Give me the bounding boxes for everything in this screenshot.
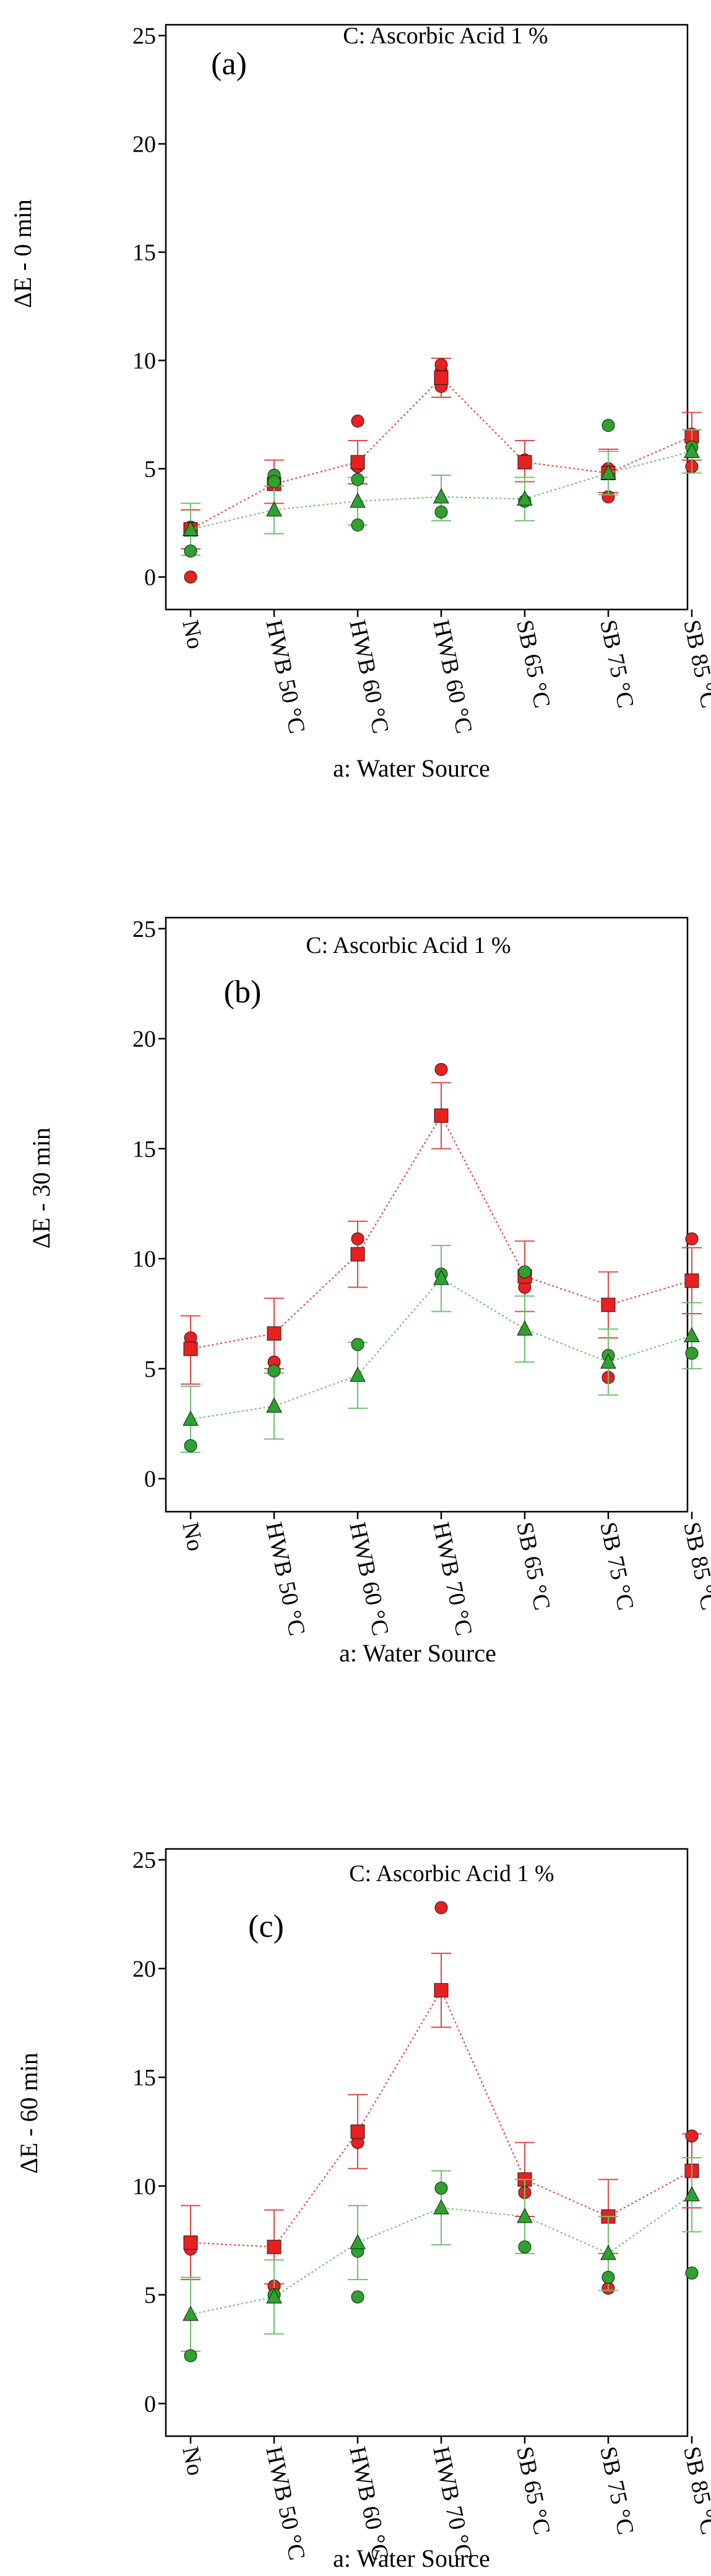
y-tick-label: 15	[132, 240, 156, 266]
red-mean-marker	[684, 1273, 699, 1288]
red-mean-marker	[350, 455, 365, 470]
y-tick-label: 20	[132, 132, 156, 158]
x-axis-label: a: Water Source	[339, 1639, 496, 1667]
green-mean-marker	[433, 2199, 449, 2215]
y-tick-label: 10	[132, 1246, 156, 1272]
x-axis-label: a: Water Source	[333, 754, 490, 782]
y-tick-label: 10	[132, 348, 156, 374]
y-tick-label: 5	[144, 2283, 156, 2309]
red-observation-point	[434, 1062, 448, 1076]
y-tick-label: 25	[132, 916, 156, 942]
green-mean-marker	[684, 442, 700, 458]
green-mean-marker	[600, 464, 616, 480]
panel-c: (c) C: Ascorbic Acid 1 % ΔE - 60 min a: …	[15, 1848, 711, 2572]
green-observation-point	[184, 2349, 197, 2363]
red-mean-marker	[434, 1983, 449, 1997]
green-observation-point	[601, 2270, 615, 2284]
green-observation-point	[518, 1265, 532, 1278]
y-tick-label: 20	[132, 1956, 156, 1982]
green-observation-point	[434, 506, 448, 519]
green-mean-marker	[517, 2207, 533, 2223]
red-observation-point	[685, 1232, 699, 1246]
y-tick-label: 0	[144, 2391, 156, 2417]
green-observation-point	[351, 473, 364, 486]
y-axis-label: ΔE - 0 min	[9, 199, 37, 308]
green-observation-point	[184, 545, 197, 558]
red-mean-marker	[183, 2235, 198, 2250]
panel-letter: (c)	[248, 1909, 284, 1944]
green-observation-point	[601, 419, 615, 432]
red-mean-marker	[267, 1326, 282, 1341]
green-observation-point	[267, 475, 281, 488]
y-axis-label: ΔE - 30 min	[27, 1127, 55, 1249]
green-mean-marker	[266, 501, 282, 517]
y-tick-label: 0	[144, 565, 156, 591]
red-mean-marker	[434, 1108, 449, 1123]
red-mean-marker	[434, 371, 449, 385]
green-observation-point	[685, 2266, 699, 2280]
x-tick-label: No	[177, 2444, 209, 2478]
green-observation-point	[184, 1439, 197, 1452]
red-mean-marker	[267, 2239, 282, 2254]
y-tick-label: 25	[132, 1848, 156, 1874]
green-observation-point	[518, 2240, 532, 2254]
green-mean-marker	[266, 1397, 282, 1413]
panel-title: C: Ascorbic Acid 1 %	[306, 933, 511, 958]
green-observation-point	[685, 1346, 699, 1360]
panel-letter: (b)	[224, 975, 262, 1010]
y-tick-label: 5	[144, 1356, 156, 1382]
red-mean-marker	[350, 2124, 365, 2139]
y-tick-label: 15	[132, 1136, 156, 1162]
red-observation-point	[434, 1901, 448, 1915]
green-observation-point	[267, 1364, 281, 1377]
green-mean-marker	[600, 2244, 616, 2260]
green-mean-marker	[266, 2288, 282, 2304]
green-mean-marker	[183, 520, 199, 536]
panel-title: C: Ascorbic Acid 1 %	[343, 23, 548, 49]
green-observation-point	[351, 1338, 364, 1351]
green-mean-marker	[433, 1270, 449, 1285]
green-observation-point	[351, 2290, 364, 2304]
green-mean-marker	[350, 492, 366, 508]
green-mean-marker	[433, 488, 449, 504]
green-observation-point	[434, 2181, 448, 2195]
red-mean-marker	[517, 455, 532, 470]
green-mean-marker	[684, 1327, 700, 1343]
red-mean-marker	[601, 1298, 616, 1312]
green-mean-marker	[517, 490, 533, 506]
y-axis-label: ΔE - 60 min	[15, 2053, 43, 2174]
red-mean-marker	[350, 1247, 365, 1262]
y-tick-label: 25	[132, 24, 156, 50]
y-tick-label: 20	[132, 1027, 156, 1053]
red-observation-point	[434, 358, 448, 371]
green-mean-marker	[350, 2234, 366, 2249]
y-tick-label: 10	[132, 2174, 156, 2200]
y-tick-label: 15	[132, 2065, 156, 2091]
y-tick-label: 0	[144, 1467, 156, 1493]
green-mean-marker	[183, 2306, 199, 2321]
plot-frame	[165, 916, 689, 1513]
green-mean-marker	[684, 2186, 700, 2202]
x-axis-label: a: Water Source	[333, 2544, 490, 2572]
x-tick-label: No	[177, 1520, 209, 1553]
plot-frame	[165, 24, 689, 611]
plot-frame	[165, 1848, 689, 2437]
green-observation-point	[351, 519, 364, 532]
red-observation-point	[351, 415, 364, 428]
green-mean-marker	[183, 1410, 199, 1426]
panel-title: C: Ascorbic Acid 1 %	[349, 1861, 554, 1887]
red-observation-point	[351, 1232, 364, 1246]
red-observation-point	[685, 2129, 699, 2143]
green-mean-marker	[350, 1366, 366, 1382]
green-mean-marker	[600, 1353, 616, 1369]
x-tick-label: No	[177, 618, 209, 651]
green-mean-marker	[517, 1320, 533, 1336]
y-tick-label: 5	[144, 457, 156, 483]
red-mean-marker	[183, 1342, 198, 1356]
red-observation-point	[184, 571, 197, 584]
panel-letter: (a)	[211, 46, 247, 82]
